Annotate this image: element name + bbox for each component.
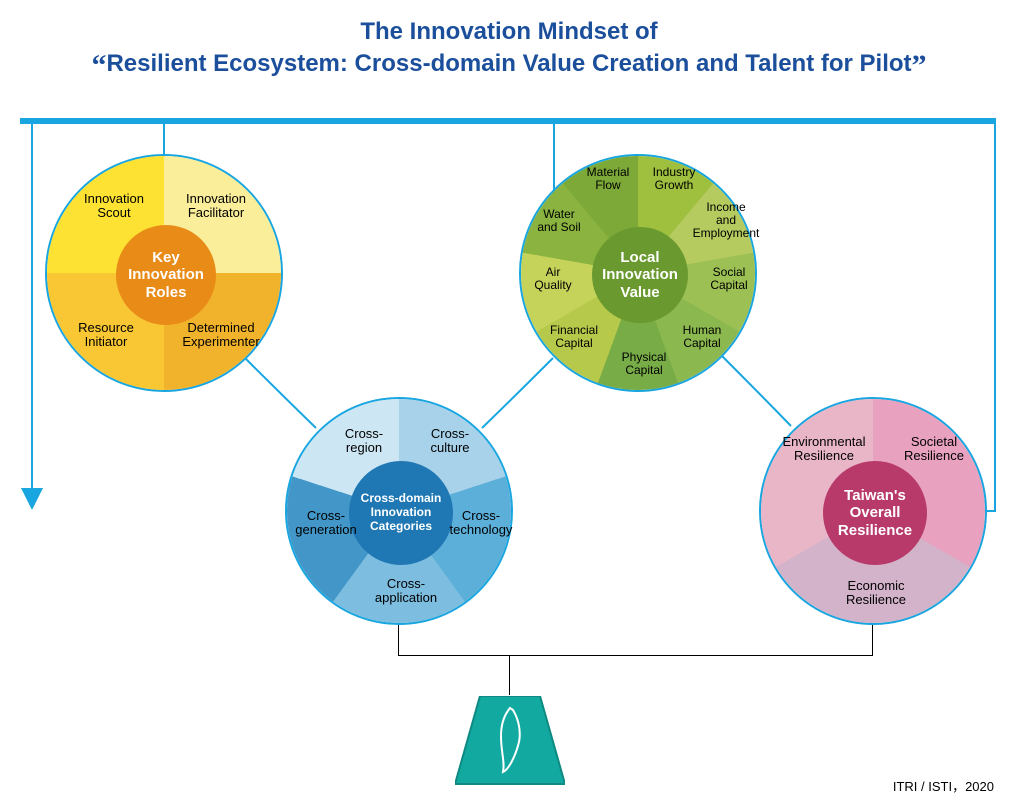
- close-quote-icon: ”: [912, 49, 927, 82]
- tw-circle: Taiwan'sOverallResilience EnvironmentalR…: [759, 397, 987, 625]
- local-s5: PhysicalCapital: [609, 351, 679, 377]
- local-center: LocalInnovationValue: [592, 227, 688, 323]
- cross-s3: Cross-technology: [442, 509, 520, 538]
- title-line2: “Resilient Ecosystem: Cross-domain Value…: [0, 50, 1018, 81]
- roles-q2: InnovationFacilitator: [171, 192, 261, 221]
- timeline-axis: [31, 124, 33, 490]
- weight-icon: [455, 696, 565, 788]
- roles-q1: InnovationScout: [69, 192, 159, 221]
- local-s3: SocialCapital: [699, 266, 759, 292]
- title-line2-text: Resilient Ecosystem: Cross-domain Value …: [106, 50, 911, 77]
- cross-s4: Cross-application: [365, 577, 447, 606]
- title-line1: The Innovation Mindset of: [0, 18, 1018, 46]
- roles-q3: DeterminedExperimenter: [171, 321, 271, 350]
- tw-center: Taiwan'sOverallResilience: [823, 461, 927, 565]
- hanger-right-v: [872, 625, 873, 655]
- local-s2: IncomeandEmployment: [687, 201, 765, 241]
- roles-circle: KeyInnovationRoles InnovationScout Innov…: [45, 154, 283, 392]
- local-s6: FinancialCapital: [539, 324, 609, 350]
- cross-circle: Cross-domainInnovationCategories Cross-r…: [285, 397, 513, 625]
- local-center-label: LocalInnovationValue: [602, 249, 678, 301]
- connector-tw-right: [994, 124, 996, 512]
- local-s8: Waterand Soil: [527, 208, 591, 234]
- hanger-center-v: [509, 655, 510, 695]
- cross-s5: Cross-generation: [285, 509, 367, 538]
- local-circle: LocalInnovationValue IndustryGrowth Inco…: [519, 154, 757, 392]
- connector-roles: [163, 124, 165, 154]
- local-s7: AirQuality: [525, 266, 581, 292]
- hanger-left-v: [398, 625, 399, 655]
- tw-s2: SocietalResilience: [889, 435, 979, 464]
- local-s1: IndustryGrowth: [643, 166, 705, 192]
- footer-credit: ITRI / ISTI，2020: [893, 776, 994, 795]
- tw-s3: EconomicResilience: [831, 579, 921, 608]
- horizontal-bar: [20, 118, 996, 124]
- arrowhead-down-icon: [21, 488, 43, 510]
- roles-q4: ResourceInitiator: [61, 321, 151, 350]
- tw-s1: EnvironmentalResilience: [775, 435, 873, 464]
- connector-local: [553, 124, 555, 196]
- local-s9: MaterialFlow: [577, 166, 639, 192]
- local-s4: HumanCapital: [671, 324, 733, 350]
- roles-center: KeyInnovationRoles: [116, 225, 216, 325]
- cross-s1: Cross-region: [329, 427, 399, 456]
- tw-center-label: Taiwan'sOverallResilience: [838, 487, 912, 539]
- cross-s2: Cross-culture: [415, 427, 485, 456]
- cross-center-label: Cross-domainInnovationCategories: [361, 492, 442, 533]
- roles-center-label: KeyInnovationRoles: [128, 249, 204, 301]
- open-quote-icon: “: [91, 49, 106, 82]
- hanger-h: [398, 655, 873, 656]
- title-block: The Innovation Mindset of “Resilient Eco…: [0, 18, 1018, 81]
